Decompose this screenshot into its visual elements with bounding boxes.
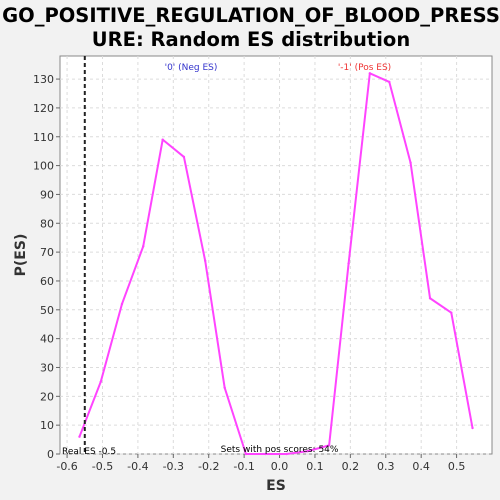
series-line [78,72,474,455]
y-tick-label: 130 [33,73,54,86]
axis-ticks: -0.6 -0.5 -0.4 -0.3 -0.2 -0.1 0.0 0.1 0.2 0.3 0.4 0… [33,73,465,473]
plot-area [59,55,493,455]
x-tick-label: 0.3 [377,460,395,473]
y-tick-label: 50 [40,304,54,317]
data-point [120,302,124,306]
series-layer [78,72,474,456]
y-tick-label: 70 [40,246,54,259]
y-tick-label: 0 [47,448,54,461]
data-point [327,444,331,447]
y-tick-label: 90 [40,188,54,201]
x-tick-label: 0.1 [306,460,324,473]
chart-title-line-2: URE: Random ES distribution [92,28,410,51]
x-tick-label: -0.3 [163,460,184,473]
data-point [99,380,102,384]
data-point [450,311,453,314]
data-point [142,245,145,248]
data-point [409,161,412,164]
data-point [264,452,267,456]
data-point [203,259,207,262]
y-tick-label: 10 [40,419,54,432]
x-tick-label: 0.5 [448,460,466,473]
real-es-label: Real ES -0.5 [62,447,116,457]
data-point [368,72,372,75]
data-point [388,80,391,84]
x-tick-label: -0.5 [92,460,113,473]
y-tick-label: 80 [40,217,54,230]
chart-title-line-1: GO_POSITIVE_REGULATION_OF_BLOOD_PRESS [2,4,500,27]
x-tick-label: -0.1 [233,460,254,473]
x-tick-label: -0.2 [198,460,219,473]
x-tick-label: 0.2 [342,460,360,473]
x-tick-label: -0.4 [127,460,148,473]
x-tick-label: 0.0 [271,460,289,473]
neg-es-label: '0' (Neg ES) [165,63,218,73]
y-tick-label: 60 [40,275,54,288]
data-point [182,155,186,159]
y-axis-title: P(ES) [13,234,29,277]
data-point [428,297,432,300]
sets-with-pos-scores-label: Sets with pos scores: 54% [221,445,339,455]
y-tick-label: 110 [33,131,54,144]
data-point [347,262,350,265]
data-point [223,386,226,389]
y-tick-label: 30 [40,361,54,374]
y-tick-label: 100 [33,160,54,173]
pos-es-label: '-1' (Pos ES) [338,63,391,73]
data-point [306,449,310,453]
x-tick-label: 0.4 [412,460,430,473]
data-point [244,452,248,456]
x-axis-title: ES [266,478,286,494]
data-point [161,138,164,141]
y-tick-label: 120 [33,102,54,115]
y-tick-label: 20 [40,390,54,403]
y-tick-label: 40 [40,333,54,346]
data-point [78,435,81,438]
data-point [285,452,288,456]
data-point [471,426,474,430]
x-tick-label: -0.6 [56,460,77,473]
